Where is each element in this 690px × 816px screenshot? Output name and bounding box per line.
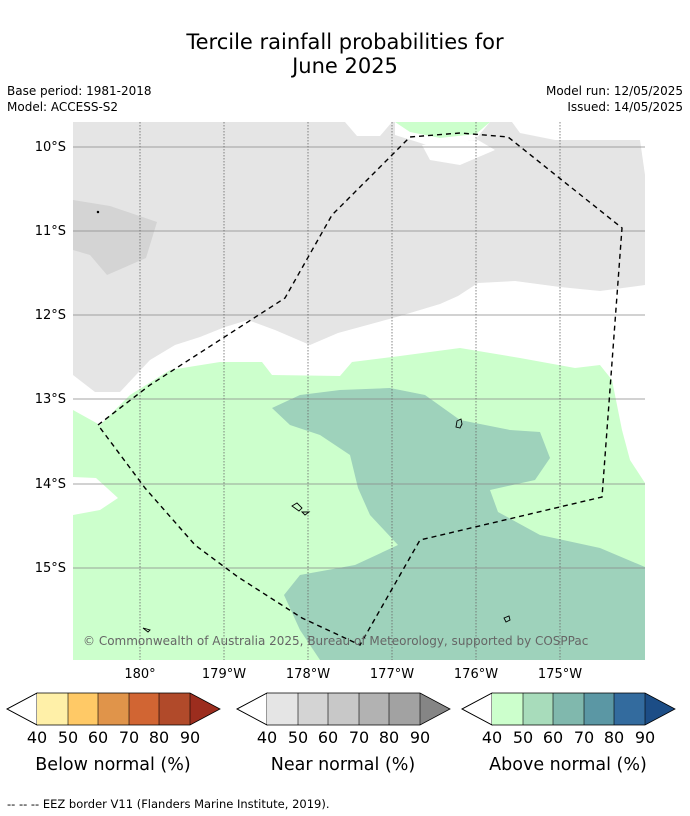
island-northeast	[455, 418, 463, 429]
no-dominant-gap-2	[422, 140, 495, 165]
colorbar-tick: 40	[257, 728, 277, 747]
colorbar-swatch	[389, 693, 420, 725]
islands	[96, 210, 511, 633]
colorbar-tick: 50	[288, 728, 308, 747]
lat-label: 14°S	[35, 477, 66, 492]
base-period-text: Base period: 1981-2018	[7, 84, 152, 98]
lon-label: 175°W	[538, 667, 582, 682]
colorbar-low-extend	[236, 692, 268, 726]
colorbar-above-normal: 40 50 60 70 80 90 Above normal (%)	[461, 692, 676, 775]
above-normal-60-region	[272, 388, 645, 660]
colorbar-tick: 50	[513, 728, 533, 747]
colorbar-swatch	[614, 693, 645, 725]
longitude-labels: 180° 179°W 178°W 177°W 176°W 175°W	[124, 667, 582, 682]
colorbar-swatch	[523, 693, 553, 725]
lon-label: 178°W	[286, 667, 330, 682]
island-southeast	[503, 615, 511, 623]
colorbar-swatch	[159, 693, 190, 725]
map-title: Tercile rainfall probabilities for June …	[0, 30, 690, 78]
meta-left: Base period: 1981-2018 Model: ACCESS-S2	[7, 83, 152, 115]
colorbar-title: Below normal (%)	[35, 755, 190, 775]
colorbar-tick: 40	[27, 728, 47, 747]
colorbar-swatch	[129, 693, 159, 725]
island-southwest	[142, 627, 151, 633]
island-central	[291, 502, 303, 512]
colorbar-near-normal: 40 50 60 70 80 90 Near normal (%)	[236, 692, 451, 775]
lon-label: 177°W	[370, 667, 414, 682]
colorbar-tick: 70	[574, 728, 594, 747]
colorbar-below-normal: 40 50 60 70 80 90 Below normal (%)	[6, 692, 221, 775]
colorbar-high-extend	[190, 693, 220, 725]
colorbar-tick: 80	[379, 728, 399, 747]
colorbar-swatch	[328, 693, 359, 725]
colorbar-tick: 80	[604, 728, 624, 747]
lat-label: 15°S	[35, 561, 66, 576]
colorbar-tick: 60	[88, 728, 108, 747]
colorbar-swatch	[37, 693, 68, 725]
issued-text: Issued: 14/05/2025	[567, 100, 683, 114]
colorbar-swatch	[492, 693, 523, 725]
colorbar-tick: 80	[149, 728, 169, 747]
colorbar-swatch	[267, 693, 298, 725]
lat-label: 12°S	[35, 308, 66, 323]
map-panel: © Commonwealth of Australia 2025, Bureau…	[73, 122, 645, 660]
graticule	[73, 146, 645, 569]
map-title-line2: June 2025	[292, 54, 398, 78]
colorbar-swatch	[68, 693, 98, 725]
lon-label: 180°	[124, 667, 155, 682]
colorbar-low-extend	[461, 692, 493, 726]
colorbar-tick: 60	[318, 728, 338, 747]
eez-legend-footer: -- -- -- EEZ border V11 (Flanders Marine…	[7, 797, 330, 811]
latitude-labels: 10°S 11°S 12°S 13°S 14°S 15°S	[35, 140, 66, 576]
eez-border	[97, 132, 623, 646]
colorbar-tick: 90	[410, 728, 430, 747]
copyright-text: © Commonwealth of Australia 2025, Bureau…	[83, 634, 588, 648]
island-northwest	[96, 210, 100, 214]
lon-label: 176°W	[454, 667, 498, 682]
island-central-small	[300, 511, 311, 516]
colorbar-swatch	[359, 693, 389, 725]
colorbar-swatch	[298, 693, 328, 725]
meridians	[139, 122, 561, 660]
lat-label: 10°S	[35, 140, 66, 155]
colorbar-tick: 90	[635, 728, 655, 747]
colorbar-high-extend	[645, 693, 675, 725]
colorbar-low-extend	[6, 692, 38, 726]
meta-right: Model run: 12/05/2025 Issued: 14/05/2025	[546, 83, 683, 115]
colorbar-tick: 90	[180, 728, 200, 747]
lat-label: 11°S	[35, 224, 66, 239]
model-text: Model: ACCESS-S2	[7, 100, 119, 114]
colorbar-tick: 40	[482, 728, 502, 747]
colorbar-tick: 50	[58, 728, 78, 747]
colorbar-swatch	[98, 693, 129, 725]
lon-label: 179°W	[202, 667, 246, 682]
colorbar-tick: 70	[349, 728, 369, 747]
map-title-line1: Tercile rainfall probabilities for	[186, 30, 504, 54]
colorbar-title: Above normal (%)	[489, 755, 647, 775]
lat-label: 13°S	[35, 392, 66, 407]
colorbar-swatch	[553, 693, 584, 725]
colorbar-tick: 60	[543, 728, 563, 747]
colorbar-swatch	[584, 693, 614, 725]
near-normal-region	[73, 122, 645, 392]
colorbar-high-extend	[420, 693, 450, 725]
colorbar-tick: 70	[119, 728, 139, 747]
colorbar-title: Near normal (%)	[271, 755, 416, 775]
model-run-text: Model run: 12/05/2025	[545, 84, 683, 98]
near-normal-50-region	[73, 200, 157, 275]
